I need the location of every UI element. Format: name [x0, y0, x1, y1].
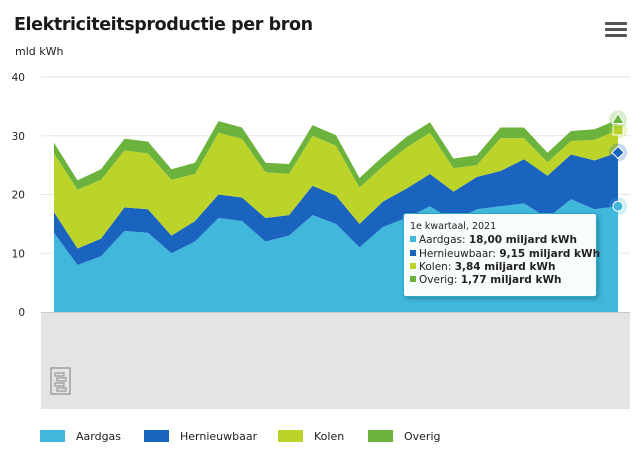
legend-item-hernieuwbaar[interactable]: Hernieuwbaar	[144, 430, 257, 443]
area-hernieuwbaar[interactable]	[54, 152, 618, 265]
legend-item-kolen[interactable]: Kolen	[278, 430, 344, 443]
tooltip-swatch-kolen	[410, 262, 416, 269]
tooltip-row-hernieuwbaar: Hernieuwbaar: 9,15 miljard kWh	[410, 247, 600, 261]
tooltip-header: 1e kwartaal, 2021	[410, 221, 497, 232]
tooltip-swatch-aardgas	[410, 236, 416, 243]
y-tick-label: 40	[12, 72, 25, 84]
legend-swatch	[40, 430, 65, 442]
area-kolen[interactable]	[54, 129, 618, 249]
tooltip-row-overig: Overig: 1,77 miljard kWh	[410, 274, 588, 287]
tooltip-row-kolen: Kolen: 3,84 miljard kWh	[410, 261, 588, 274]
tooltip-swatch-overig	[410, 276, 416, 283]
data-tooltip: 1e kwartaal, 2021 Aardgas: 18,00 miljard…	[403, 213, 600, 297]
area-overig[interactable]	[54, 119, 618, 190]
tooltip-value: 18,00 miljard kWh	[468, 234, 577, 247]
marker-aardgas	[612, 200, 624, 212]
tooltip-swatch-hernieuwbaar	[410, 249, 416, 256]
y-axis-unit-label: mld kWh	[15, 45, 64, 58]
legend-label: Overig	[404, 430, 441, 443]
y-tick-label: 0	[18, 307, 25, 319]
tooltip-label: Overig:	[419, 274, 458, 287]
legend-label: Kolen	[314, 430, 345, 443]
legend-item-overig[interactable]: Overig	[368, 430, 441, 443]
y-tick-label: 20	[12, 190, 25, 202]
y-tick-label: 10	[12, 248, 25, 260]
hover-markers	[609, 110, 627, 216]
legend-swatch	[144, 430, 169, 442]
tooltip-label: Kolen:	[419, 260, 452, 273]
cbs-logo-icon	[50, 367, 71, 395]
tooltip-label: Aardgas:	[419, 234, 466, 247]
range-navigator[interactable]	[41, 313, 630, 409]
marker-overig	[611, 112, 625, 125]
y-tick-label: 30	[12, 131, 25, 143]
hamburger-menu-icon[interactable]	[605, 22, 627, 40]
legend-swatch	[368, 430, 393, 442]
tooltip-value: 9,15 miljard kWh	[499, 247, 601, 260]
chart-title: Elektriciteitsproductie per bron	[14, 15, 313, 35]
marker-hernieuwbaar	[611, 145, 625, 160]
legend-label: Hernieuwbaar	[180, 430, 258, 443]
tooltip-value: 3,84 miljard kWh	[454, 260, 556, 273]
marker-kolen	[612, 124, 624, 136]
tooltip-row-aardgas: Aardgas: 18,00 miljard kWh	[410, 234, 588, 247]
y-axis-ticks: 0 10 20 30 40	[12, 72, 25, 319]
tooltip-label: Hernieuwbaar:	[419, 247, 496, 260]
legend-item-aardgas[interactable]: Aardgas	[40, 430, 121, 443]
navigator-background[interactable]	[41, 313, 630, 409]
tooltip-value: 1,77 miljard kWh	[460, 274, 562, 287]
legend-swatch	[278, 430, 303, 442]
legend-label: Aardgas	[76, 430, 122, 443]
